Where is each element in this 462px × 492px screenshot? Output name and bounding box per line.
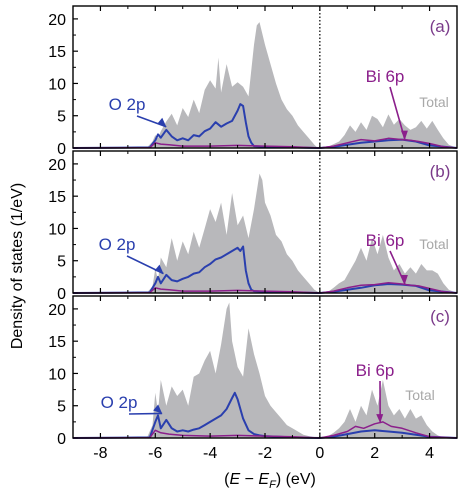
y-tick-label: 20 — [48, 302, 66, 319]
y-tick-label: 20 — [48, 157, 66, 174]
panels: 0 5 10 15 20 (a) O 2p Bi 6p Total 0 5 10 15 20 (b) O 2p… — [48, 5, 458, 448]
bi6p-label: Bi 6p — [366, 231, 405, 250]
panel-label: (b) — [430, 162, 451, 181]
bi6p-dos-line — [72, 137, 458, 149]
panel-label: (c) — [430, 307, 450, 326]
bi6p-dos-line — [72, 281, 458, 294]
y-tick-label: 0 — [57, 431, 66, 448]
panel-label: (a) — [430, 17, 451, 36]
x-tick-label: -8 — [93, 445, 107, 462]
bi6p-arrow — [389, 250, 406, 285]
panel-2: 0 5 10 15 20 (b) O 2p Bi 6p Total — [48, 150, 458, 303]
o2p-arrowhead — [154, 264, 164, 274]
x-tick-label: -4 — [203, 445, 217, 462]
xlabel-open: ( — [224, 471, 230, 488]
panel-3: 0 5 10 15 20 (c) O 2p Bi 6p Total — [48, 295, 458, 448]
bi6p-arrowhead — [400, 130, 408, 140]
bi6p-label: Bi 6p — [366, 67, 405, 86]
x-tick-label: 0 — [315, 445, 324, 462]
total-label: Total — [419, 236, 449, 252]
total-label: Total — [405, 387, 435, 403]
y-tick-label: 10 — [48, 76, 66, 93]
bi6p-dos-line — [72, 421, 458, 439]
xlabel-sub: F — [269, 479, 277, 491]
y-axis-label: Density of states (1/eV) — [9, 183, 26, 349]
o2p-label: O 2p — [101, 393, 138, 412]
y-tick-label: 15 — [48, 334, 66, 351]
y-tick-label: 15 — [48, 44, 66, 61]
bi6p-label: Bi 6p — [356, 361, 395, 380]
o2p-arrowhead — [153, 404, 163, 414]
bi6p-arrowhead — [400, 274, 408, 284]
x-tick-labels: -8 -6 -4 -2 0 2 4 — [93, 445, 434, 462]
x-tick-label: -2 — [258, 445, 272, 462]
o2p-dos-line — [72, 391, 458, 439]
x-tick-label: 4 — [425, 445, 434, 462]
xlabel-unit: (eV) — [281, 471, 316, 488]
total-dos-area — [73, 302, 457, 438]
o2p-dos-line — [72, 245, 458, 294]
total-dos-area — [73, 22, 457, 149]
y-tick-label: 5 — [57, 254, 66, 271]
y-tick-label: 0 — [57, 286, 66, 303]
bi6p-arrowhead — [376, 414, 384, 424]
y-tick-label: 10 — [48, 366, 66, 383]
o2p-label: O 2p — [109, 95, 146, 114]
xlabel-e2: E — [258, 471, 269, 488]
xlabel-e: E — [230, 471, 241, 488]
o2p-arrowhead — [157, 117, 167, 127]
xlabel-close: ) — [276, 471, 281, 488]
x-tick-label: -6 — [148, 445, 162, 462]
total-dos-area — [73, 173, 457, 293]
y-tick-label: 15 — [48, 189, 66, 206]
y-tick-label: 10 — [48, 221, 66, 238]
x-axis-label: (E − EF) (eV) — [224, 471, 316, 491]
y-tick-label: 5 — [57, 109, 66, 126]
y-tick-label: 5 — [57, 399, 66, 416]
panel-1: 0 5 10 15 20 (a) O 2p Bi 6p Total — [48, 5, 458, 158]
o2p-arrow — [128, 412, 163, 415]
xlabel-minus: − — [240, 471, 258, 488]
y-tick-label: 20 — [48, 12, 66, 29]
total-label: Total — [419, 94, 449, 110]
o2p-label: O 2p — [99, 235, 136, 254]
y-tick-label: 0 — [57, 141, 66, 158]
x-tick-label: 2 — [370, 445, 379, 462]
o2p-dos-line — [72, 103, 458, 149]
